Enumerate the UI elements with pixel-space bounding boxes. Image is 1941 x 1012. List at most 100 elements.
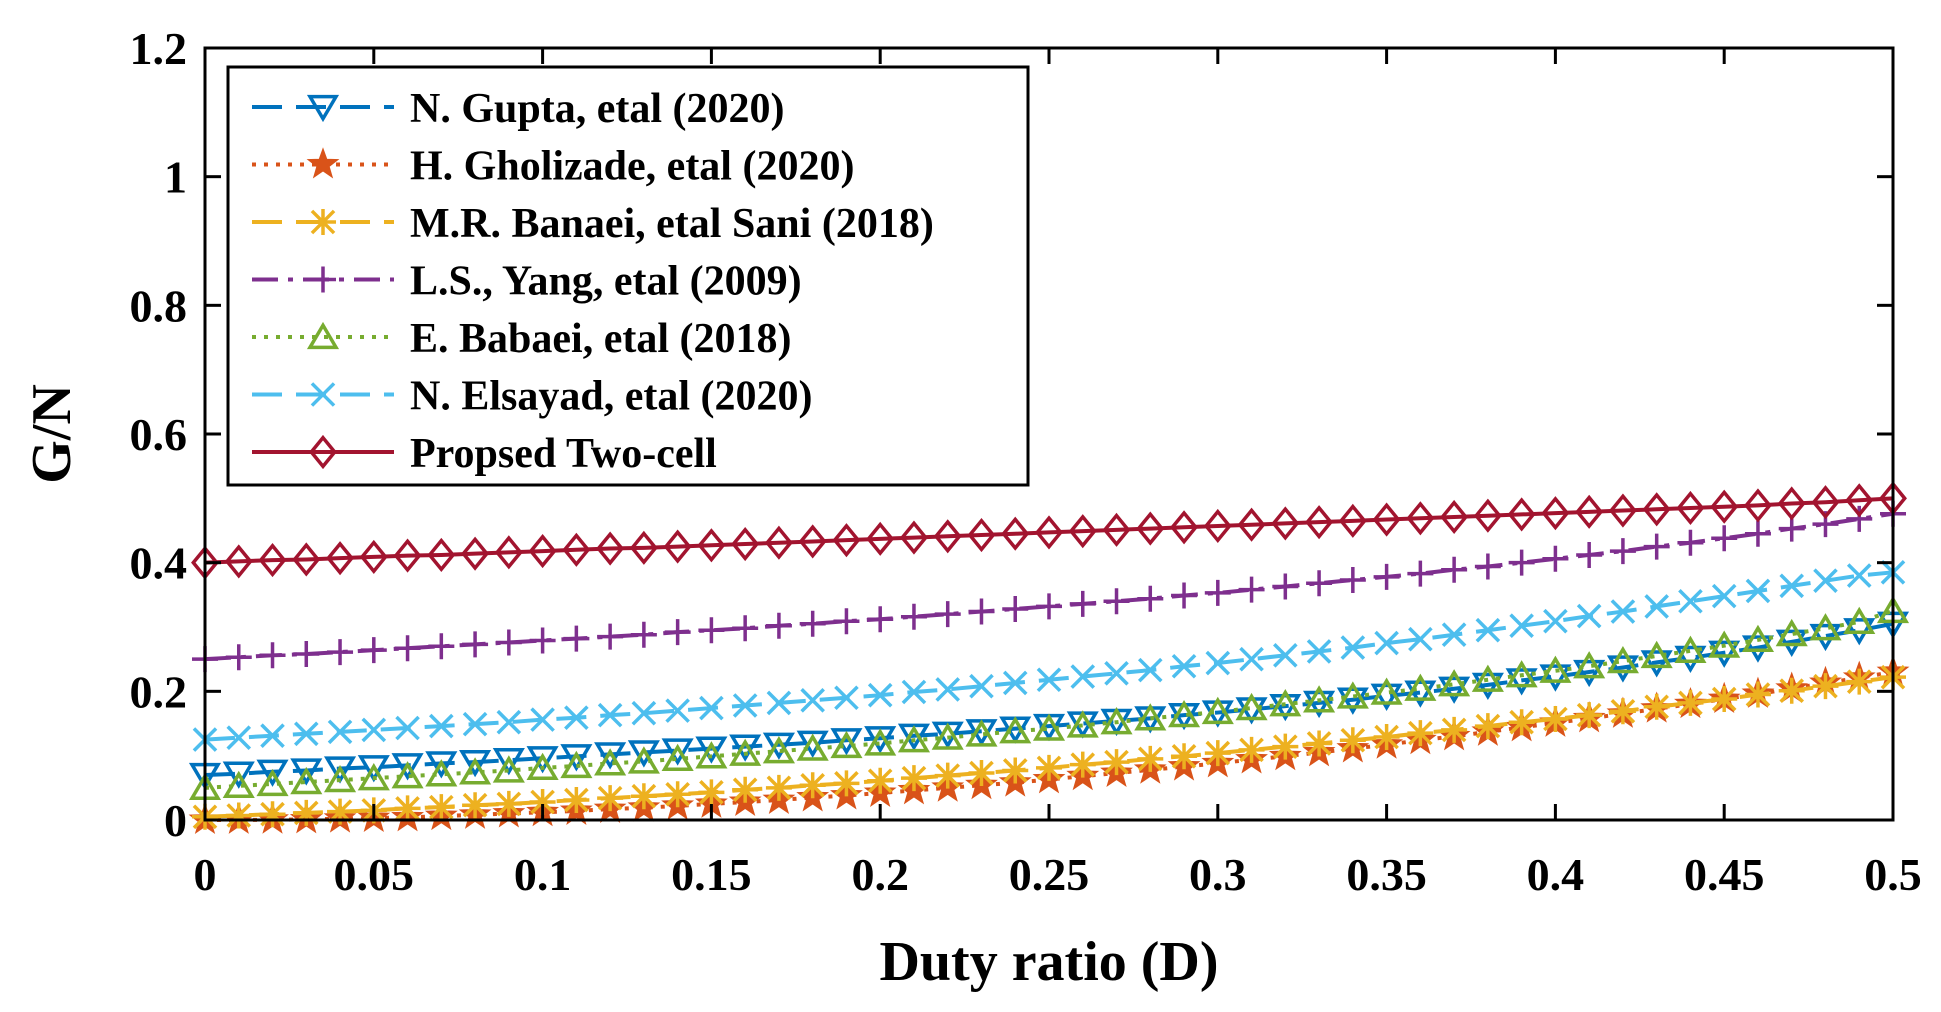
legend: N. Gupta, etal (2020) H. Gholizade, etal … xyxy=(226,65,1030,487)
data-point xyxy=(1032,713,1066,741)
data-point xyxy=(934,601,961,628)
data-point xyxy=(1744,681,1771,708)
data-point xyxy=(1741,624,1775,653)
data-point xyxy=(1100,707,1133,735)
data-point xyxy=(1407,720,1434,747)
data-point xyxy=(1201,696,1234,725)
data-point xyxy=(594,742,627,770)
data-point xyxy=(731,526,760,562)
legend-label: E. Babaei, etal (2018) xyxy=(410,316,791,362)
data-point xyxy=(1404,673,1437,701)
data-point xyxy=(1809,623,1842,652)
data-point xyxy=(1845,483,1874,518)
data-point xyxy=(495,790,522,817)
data-point xyxy=(1137,657,1163,683)
data-point xyxy=(1643,533,1670,560)
data-point xyxy=(225,802,252,829)
ticks-layer: 0 0.05 0.1 0.15 0.2 0.25 0.3 0.35 0.4 0.45 0.5 0 0.2… xyxy=(130,23,1922,900)
data-point xyxy=(899,520,928,555)
data-point xyxy=(629,530,658,565)
data-point xyxy=(833,608,860,635)
data-point xyxy=(1542,545,1569,572)
data-point xyxy=(1102,512,1131,547)
data-point xyxy=(393,538,422,573)
data-point xyxy=(1606,655,1639,683)
data-point xyxy=(1272,733,1299,760)
data-point xyxy=(933,519,962,554)
data-point xyxy=(935,677,961,702)
data-point xyxy=(1238,576,1265,603)
data-point xyxy=(1171,653,1197,679)
series-7 xyxy=(191,481,1907,580)
legend-label: L.S., Yang, etal (2009) xyxy=(410,259,802,305)
data-point xyxy=(627,740,660,768)
legend-marker xyxy=(306,321,340,350)
data-point xyxy=(1306,570,1333,597)
data-point xyxy=(1471,672,1504,701)
data-point xyxy=(529,788,556,815)
data-point xyxy=(830,730,863,759)
x-tick-label: 0.25 xyxy=(1009,849,1090,900)
data-point xyxy=(1104,661,1129,686)
data-point xyxy=(526,752,559,781)
data-point xyxy=(695,736,728,764)
data-point xyxy=(897,725,931,753)
data-point xyxy=(931,722,964,750)
data-point xyxy=(1777,486,1806,521)
data-point xyxy=(226,725,252,750)
legend-entry: Propsed Two-cell xyxy=(252,431,717,477)
data-point xyxy=(1336,681,1369,709)
data-point xyxy=(1846,505,1873,532)
data-point xyxy=(864,726,897,754)
x-tick-label: 0.35 xyxy=(1346,849,1427,900)
data-point xyxy=(1103,749,1130,776)
data-point xyxy=(1539,655,1572,683)
data-point xyxy=(1573,659,1606,688)
data-point xyxy=(391,761,424,789)
data-point xyxy=(1640,640,1673,669)
data-point xyxy=(563,625,590,652)
data-point xyxy=(1576,702,1603,729)
legend-marker xyxy=(309,434,337,470)
data-point xyxy=(1372,502,1401,537)
data-point xyxy=(1674,635,1707,663)
data-point xyxy=(492,755,525,783)
y-tick-label: 0 xyxy=(164,795,187,846)
data-point xyxy=(900,765,927,792)
data-point xyxy=(1508,709,1535,736)
data-point xyxy=(1336,687,1369,715)
data-point xyxy=(1610,599,1636,624)
data-point xyxy=(967,517,996,553)
data-point xyxy=(394,795,421,822)
data-point xyxy=(762,736,795,764)
data-point xyxy=(867,767,894,794)
data-point xyxy=(627,746,660,774)
data-point xyxy=(830,728,863,756)
data-point xyxy=(1167,699,1201,728)
data-point xyxy=(222,770,255,799)
data-point xyxy=(425,751,458,779)
data-point xyxy=(1474,553,1501,580)
data-point xyxy=(1404,680,1437,708)
data-point xyxy=(1373,563,1400,590)
data-point xyxy=(1002,670,1028,696)
data-point xyxy=(462,631,489,658)
data-point xyxy=(528,534,557,569)
data-point xyxy=(762,732,795,760)
data-point xyxy=(1843,606,1876,635)
data-point xyxy=(462,792,489,819)
data-point xyxy=(1809,613,1842,641)
data-point xyxy=(1036,593,1062,620)
data-point xyxy=(1678,588,1703,614)
data-point xyxy=(1203,508,1232,544)
data-point xyxy=(630,783,657,810)
data-point xyxy=(1136,511,1165,546)
data-point xyxy=(290,758,323,786)
data-point xyxy=(969,673,994,699)
data-point xyxy=(1306,639,1332,664)
data-point xyxy=(796,730,829,758)
data-point xyxy=(256,768,289,797)
data-point xyxy=(1543,608,1568,634)
data-point xyxy=(965,719,998,747)
